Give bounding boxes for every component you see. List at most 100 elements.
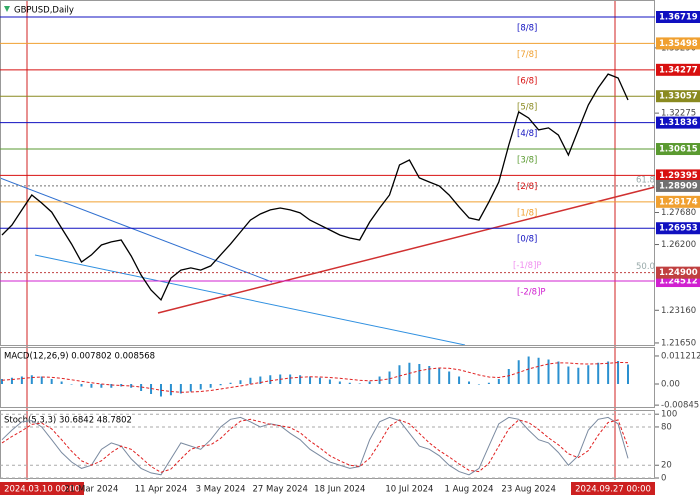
axis-price-label: 1.33057 (659, 92, 698, 102)
level-label: [5/8] (517, 103, 537, 113)
y-tick-label: 1.26200 (661, 240, 696, 250)
axis-price-box (656, 143, 700, 156)
macd-bar (179, 384, 182, 394)
macd-bar (587, 365, 590, 384)
macd-bar (100, 384, 103, 388)
stoch-title: Stoch(5,3,3) 30.6842 48.7802 (4, 416, 132, 426)
level-label: [4/8] (517, 129, 537, 139)
macd-bar (10, 377, 13, 384)
axis-price-label: 1.28909 (659, 181, 698, 191)
y-tick-label: 1.32275 (661, 109, 696, 119)
macd-bar (140, 384, 143, 391)
macd-bar (368, 381, 371, 384)
axis-price-label: 1.35498 (659, 39, 698, 49)
axis-price-label: 1.34277 (659, 65, 698, 75)
axis-price-box (656, 90, 700, 103)
y-tick-label: 1.23160 (661, 306, 696, 316)
axis-price-box (656, 195, 700, 208)
macd-bar (159, 384, 162, 397)
axis-price-label: 1.31836 (659, 118, 698, 128)
macd-bar (150, 384, 153, 394)
axis-price-box (656, 169, 700, 182)
macd-bar (567, 366, 570, 384)
macd-bar (428, 366, 431, 384)
macd-bar (90, 384, 93, 388)
price-line (1, 73, 629, 302)
channel-line (34, 254, 466, 346)
chart-title: GBPUSD,Daily (14, 6, 74, 16)
macd-bar (487, 382, 490, 384)
x-tick-label: 21 Mar 2024 (64, 485, 118, 495)
macd-bar (40, 376, 43, 384)
y-tick-label: 0.00 (661, 380, 680, 390)
y-tick-label: 20 (661, 461, 672, 471)
fib-label: 61.8 (636, 175, 655, 185)
x-label-box (0, 482, 84, 495)
macd-bar (358, 383, 361, 384)
y-tick-label: 0 (661, 474, 666, 484)
macd-bar (50, 379, 53, 384)
axis-price-label: 1.24512 (659, 277, 698, 287)
axis-price-label: 1.36719 (659, 13, 698, 23)
macd-bar (458, 376, 461, 384)
indicator-line (1, 416, 629, 476)
level-label: [3/8] (517, 156, 537, 166)
x-tick-label: 11 Apr 2024 (135, 485, 188, 495)
channel-line (0, 177, 273, 283)
axis-price-label: 1.28174 (659, 197, 698, 207)
macd-bar (527, 356, 530, 384)
macd-bar (1, 379, 3, 384)
macd-bar (418, 364, 421, 384)
macd-bar (30, 375, 33, 384)
x-tick-label: 18 Jun 2024 (314, 485, 365, 495)
macd-bar (547, 359, 550, 384)
y-tick-label: 1.21650 (661, 338, 696, 348)
x-tick-label: 2024.09.27 00:00 (575, 485, 651, 495)
macd-bar (468, 381, 471, 384)
x-tick-label: 23 Aug 2024 (501, 485, 555, 495)
fib-label: 50.0 (636, 262, 655, 272)
macd-bar (497, 379, 500, 384)
level-label: [6/8] (517, 76, 537, 86)
macd-bar (20, 376, 23, 384)
macd-bar (627, 364, 629, 384)
macd-bar (259, 376, 262, 384)
indicator-line (1, 361, 629, 393)
macd-bar (189, 384, 192, 392)
macd-bar (219, 384, 222, 386)
price-panel (0, 0, 655, 346)
y-tick-label: 0.011212 (661, 351, 700, 361)
axis-price-box (656, 179, 700, 192)
macd-bar (239, 380, 242, 384)
level-label: [-2/8]P (517, 288, 546, 298)
level-label: [0/8] (517, 235, 537, 245)
level-label: [7/8] (517, 50, 537, 60)
level-label: [1/8] (517, 208, 537, 218)
macd-bar (249, 377, 252, 384)
y-tick-label: 1.27680 (661, 208, 696, 218)
macd-bar (229, 382, 232, 384)
macd-bar (338, 381, 341, 384)
axis-price-label: 1.29395 (659, 171, 698, 181)
x-tick-label: 2024.03.10 00:00 (4, 485, 80, 495)
macd-bar (477, 384, 480, 385)
macd-panel (0, 347, 655, 408)
macd-bar (309, 376, 312, 384)
y-tick-label: 100 (661, 410, 677, 420)
macd-bar (199, 384, 202, 390)
macd-bar (388, 371, 391, 384)
x-tick-label: 10 Jul 2024 (385, 485, 433, 495)
macd-bar (557, 361, 560, 384)
x-tick-label: 3 May 2024 (196, 485, 246, 495)
axis-price-box (656, 266, 700, 279)
x-tick-label: 1 Aug 2024 (444, 485, 493, 495)
macd-bar (577, 367, 580, 384)
axis-price-box (656, 37, 700, 50)
axis-price-label: 1.24900 (659, 268, 698, 278)
macd-bar (60, 381, 63, 384)
macd-bar (597, 362, 600, 384)
symbol-icon (4, 6, 10, 12)
macd-bar (209, 384, 212, 388)
